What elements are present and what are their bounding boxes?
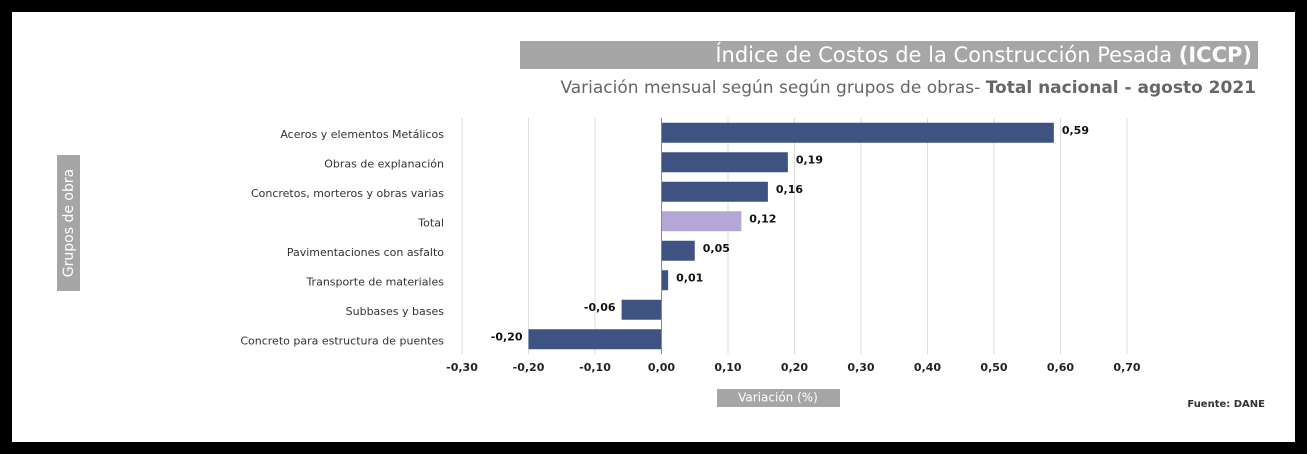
x-tick-label: 0,70 [1113,361,1140,374]
plot: -0,30 -0,20 -0,10 0,00 0,10 0,20 0,30 0,40 0,50 0… [240,118,1141,374]
x-tick-label: 0,10 [714,361,741,374]
value-label: 0,19 [796,153,823,166]
y-tick-label: Subbases y bases [346,305,445,318]
y-tick-label: Obras de explanación [324,157,444,170]
value-label: 0,05 [703,242,730,255]
chart-subtitle: Variación mensual según según grupos de … [560,78,1256,98]
x-tick-label: 0,50 [980,361,1007,374]
y-tick-label: Concretos, morteros y obras varias [251,187,444,200]
x-tick-label: 0,60 [1047,361,1074,374]
bar [528,329,662,350]
x-tick-label: 0,30 [847,361,874,374]
y-tick-label: Concreto para estructura de puentes [240,334,444,347]
y-tick-label: Total [417,216,444,229]
bar [661,211,742,232]
y-tick-label: Pavimentaciones con asfalto [287,246,444,259]
y-tick-label: Transporte de materiales [305,275,444,288]
bar [661,122,1054,143]
x-tick-label: 0,20 [781,361,808,374]
chart-title: Índice de Costos de la Construcción Pesa… [715,42,1252,67]
value-label: 0,16 [776,183,803,196]
bar [661,152,788,173]
x-tick-label: 0,40 [914,361,941,374]
x-tick-label: -0,30 [446,361,478,374]
y-label-box [57,155,80,291]
value-label: -0,06 [584,301,616,314]
title-main: Índice de Costos de la Construcción Pesa… [715,42,1172,67]
y-tick-label: Aceros y elementos Metálicos [280,128,444,141]
source: Fuente: DANE [1187,399,1265,410]
subtitle-main: Variación mensual según según grupos de … [560,78,980,98]
bar [621,299,662,320]
value-label: 0,01 [676,271,703,284]
title-bold: (ICCP) [1179,43,1252,67]
title-box [520,41,1258,69]
value-label: 0,59 [1062,124,1089,137]
x-tick-label: -0,20 [513,361,545,374]
subtitle-bold: Total nacional - agosto 2021 [986,78,1256,98]
bar [661,240,695,261]
x-tick-label: 0,00 [648,361,675,374]
x-label-box [717,389,840,407]
y-axis-label: Grupos de obra [61,169,77,277]
value-label: -0,20 [491,330,523,343]
value-label: 0,12 [749,212,776,225]
bar [661,181,768,202]
bar [661,270,669,291]
x-tick-label: -0,10 [579,361,611,374]
x-axis-label: Variación (%) [738,391,818,405]
